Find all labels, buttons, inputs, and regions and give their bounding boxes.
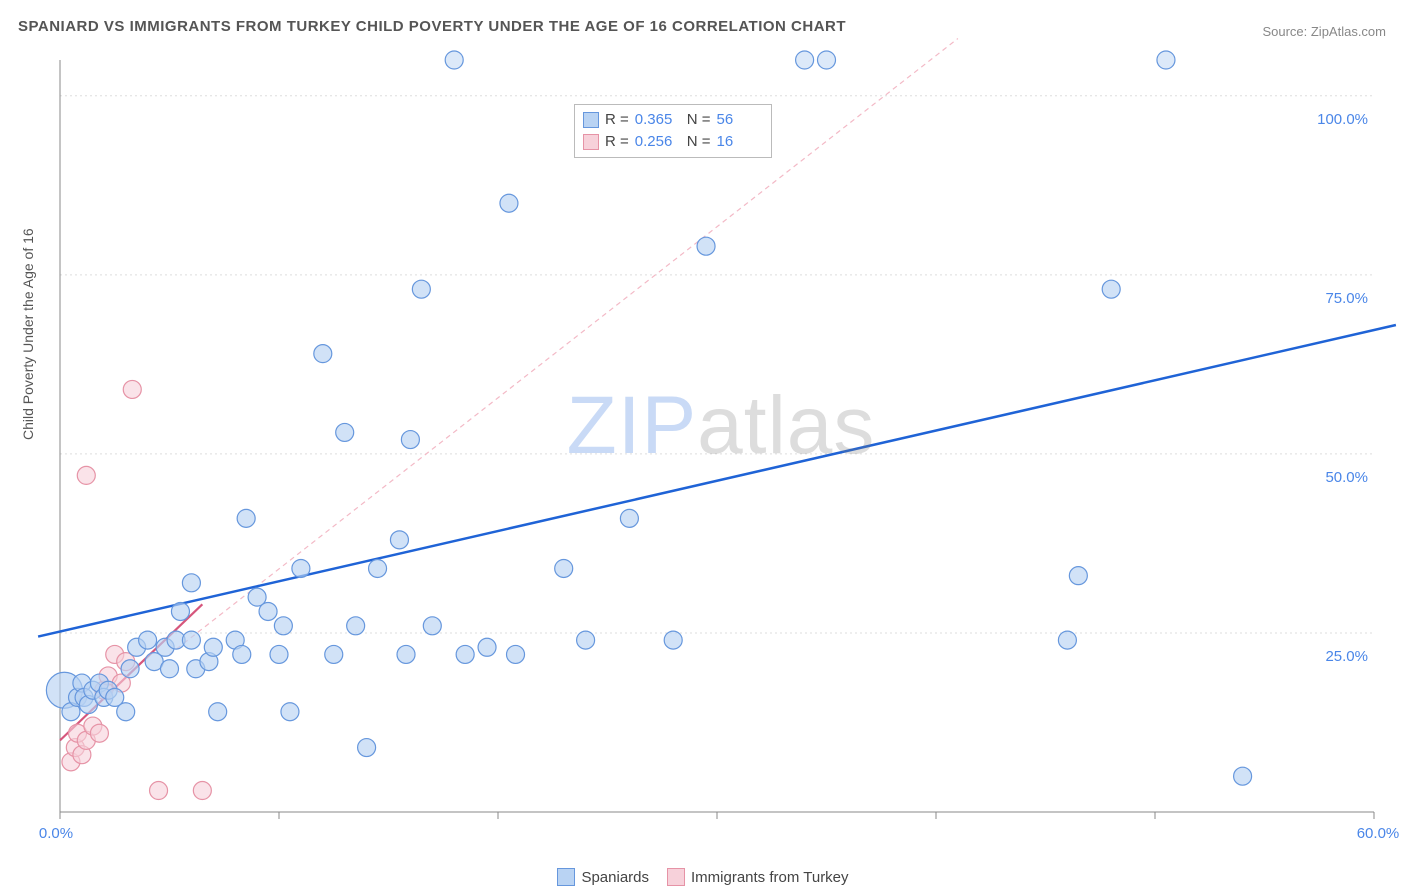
stat-row-turkey: R = 0.256 N = 16 — [583, 131, 763, 153]
x-tick-label: 60.0% — [1357, 825, 1400, 842]
data-point-turkey — [77, 466, 95, 484]
scatter-chart-svg: 25.0%50.0%75.0%100.0%0.0%60.0% — [54, 52, 1388, 832]
data-point-spaniards — [620, 509, 638, 527]
data-point-spaniards — [336, 423, 354, 441]
data-point-spaniards — [1069, 567, 1087, 585]
data-point-spaniards — [445, 51, 463, 69]
data-point-spaniards — [347, 617, 365, 635]
data-point-turkey — [90, 724, 108, 742]
legend-item-turkey: Immigrants from Turkey — [667, 868, 849, 886]
data-point-spaniards — [259, 602, 277, 620]
data-point-spaniards — [796, 51, 814, 69]
y-axis-label: Child Poverty Under the Age of 16 — [20, 228, 36, 440]
correlation-stats-box: R = 0.365 N = 56 R = 0.256 N = 16 — [574, 104, 772, 158]
data-point-spaniards — [401, 431, 419, 449]
source-name: ZipAtlas.com — [1311, 24, 1386, 39]
data-point-spaniards — [1102, 280, 1120, 298]
data-point-spaniards — [369, 559, 387, 577]
data-point-spaniards — [390, 531, 408, 549]
n-label: N = — [687, 109, 711, 131]
data-point-spaniards — [1058, 631, 1076, 649]
data-point-spaniards — [325, 645, 343, 663]
data-point-spaniards — [397, 645, 415, 663]
data-point-spaniards — [161, 660, 179, 678]
legend-swatch-turkey — [667, 868, 685, 886]
data-point-spaniards — [237, 509, 255, 527]
data-point-spaniards — [233, 645, 251, 663]
x-tick-label: 0.0% — [39, 825, 73, 842]
data-point-spaniards — [117, 703, 135, 721]
chart-plot-area: 25.0%50.0%75.0%100.0%0.0%60.0% ZIPatlas … — [54, 52, 1388, 832]
legend-label-turkey: Immigrants from Turkey — [691, 869, 849, 886]
data-point-turkey — [123, 380, 141, 398]
n-value-spaniards: 56 — [717, 109, 763, 131]
swatch-turkey — [583, 134, 599, 150]
data-point-spaniards — [555, 559, 573, 577]
legend-swatch-spaniards — [557, 868, 575, 886]
y-tick-label: 50.0% — [1325, 469, 1368, 486]
data-point-spaniards — [139, 631, 157, 649]
r-label: R = — [605, 131, 629, 153]
y-tick-label: 100.0% — [1317, 111, 1368, 128]
data-point-spaniards — [292, 559, 310, 577]
n-value-turkey: 16 — [717, 131, 763, 153]
r-label: R = — [605, 109, 629, 131]
y-tick-label: 75.0% — [1325, 290, 1368, 307]
data-point-spaniards — [478, 638, 496, 656]
data-point-spaniards — [423, 617, 441, 635]
data-point-spaniards — [456, 645, 474, 663]
data-point-spaniards — [500, 194, 518, 212]
data-point-spaniards — [182, 631, 200, 649]
y-tick-label: 25.0% — [1325, 648, 1368, 665]
trend-line-spaniards — [38, 325, 1396, 637]
data-point-turkey — [150, 782, 168, 800]
legend-item-spaniards: Spaniards — [557, 868, 649, 886]
chart-legend: Spaniards Immigrants from Turkey — [0, 868, 1406, 886]
data-point-spaniards — [209, 703, 227, 721]
data-point-spaniards — [577, 631, 595, 649]
data-point-spaniards — [507, 645, 525, 663]
data-point-spaniards — [182, 574, 200, 592]
data-point-spaniards — [697, 237, 715, 255]
legend-label-spaniards: Spaniards — [581, 869, 649, 886]
data-point-spaniards — [1157, 51, 1175, 69]
data-point-spaniards — [412, 280, 430, 298]
data-point-spaniards — [121, 660, 139, 678]
swatch-spaniards — [583, 112, 599, 128]
data-point-spaniards — [1234, 767, 1252, 785]
r-value-spaniards: 0.365 — [635, 109, 681, 131]
chart-title: SPANIARD VS IMMIGRANTS FROM TURKEY CHILD… — [18, 18, 846, 35]
data-point-spaniards — [274, 617, 292, 635]
data-point-spaniards — [270, 645, 288, 663]
data-point-spaniards — [818, 51, 836, 69]
stat-row-spaniards: R = 0.365 N = 56 — [583, 109, 763, 131]
data-point-spaniards — [204, 638, 222, 656]
data-point-turkey — [193, 782, 211, 800]
data-point-spaniards — [171, 602, 189, 620]
r-value-turkey: 0.256 — [635, 131, 681, 153]
n-label: N = — [687, 131, 711, 153]
source-prefix: Source: — [1262, 24, 1310, 39]
data-point-spaniards — [358, 739, 376, 757]
source-attribution: Source: ZipAtlas.com — [1262, 24, 1386, 39]
data-point-spaniards — [664, 631, 682, 649]
data-point-spaniards — [281, 703, 299, 721]
data-point-spaniards — [314, 345, 332, 363]
